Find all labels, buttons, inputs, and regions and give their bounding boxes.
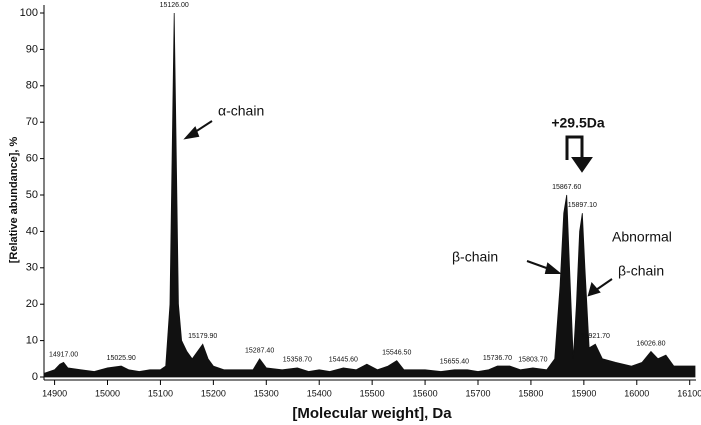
y-axis-title: [Relative abundance], % <box>8 137 20 264</box>
annotation: α-chain <box>218 103 264 119</box>
peak-label: 15867.60 <box>552 184 581 191</box>
spectrum-area <box>43 12 696 378</box>
peak-label: 15025.90 <box>107 355 136 362</box>
x-tick-label: 15400 <box>307 388 332 398</box>
peak-label: 15358.70 <box>283 357 312 364</box>
y-tick-label: 0 <box>32 371 38 383</box>
y-tick-label: 40 <box>26 225 38 237</box>
x-tick-label: 14900 <box>42 388 67 398</box>
annotation: +29.5Da <box>551 115 605 131</box>
x-tick-label: 15500 <box>360 388 385 398</box>
peak-label: 15736.70 <box>483 355 512 362</box>
y-tick-label: 10 <box>26 335 38 347</box>
peak-label: 15897.10 <box>568 202 597 209</box>
arrowhead <box>571 157 593 173</box>
y-tick-label: 50 <box>26 189 38 201</box>
peak-label: 16026.80 <box>636 340 665 347</box>
arrows <box>183 120 613 297</box>
arrowhead <box>183 126 200 140</box>
peak-label: 15126.00 <box>160 2 189 9</box>
annotation: Abnormal <box>612 229 672 245</box>
peak-label: 14917.00 <box>49 351 78 358</box>
x-tick-label: 15700 <box>465 388 490 398</box>
annotation: β-chain <box>452 249 498 265</box>
peak-label: 15921.70 <box>581 333 610 340</box>
y-tick-label: 60 <box>26 153 38 165</box>
y-tick-label: 100 <box>20 7 38 19</box>
x-tick-label: 15300 <box>254 388 279 398</box>
y-tick-label: 30 <box>26 262 38 274</box>
arrowhead <box>587 281 601 297</box>
x-tick-label: 15000 <box>95 388 120 398</box>
peak-label: 15445.60 <box>329 357 358 364</box>
peak-label: 15655.40 <box>440 359 469 366</box>
y-tick-label: 70 <box>26 116 38 128</box>
y-tick-label: 90 <box>26 43 38 55</box>
peak-label: 15287.40 <box>245 348 274 355</box>
arrow <box>595 278 613 291</box>
y-tick-label: 20 <box>26 298 38 310</box>
y-tick-label: 80 <box>26 80 38 92</box>
arrowhead <box>544 262 562 274</box>
shift-bracket <box>565 135 584 160</box>
x-tick-label: 16100 <box>677 388 701 398</box>
x-tick-label: 16000 <box>624 388 649 398</box>
x-tick-label: 15800 <box>518 388 543 398</box>
annotation: β-chain <box>618 263 664 279</box>
x-tick-label: 15600 <box>413 388 438 398</box>
x-tick-label: 15100 <box>148 388 173 398</box>
x-tick-label: 15900 <box>571 388 596 398</box>
peak-label: 15546.50 <box>382 349 411 356</box>
peak-label: 15179.90 <box>188 333 217 340</box>
x-tick-label: 15200 <box>201 388 226 398</box>
peak-label: 15803.70 <box>518 357 547 364</box>
x-axis-title: [Molecular weight], Da <box>292 405 452 422</box>
